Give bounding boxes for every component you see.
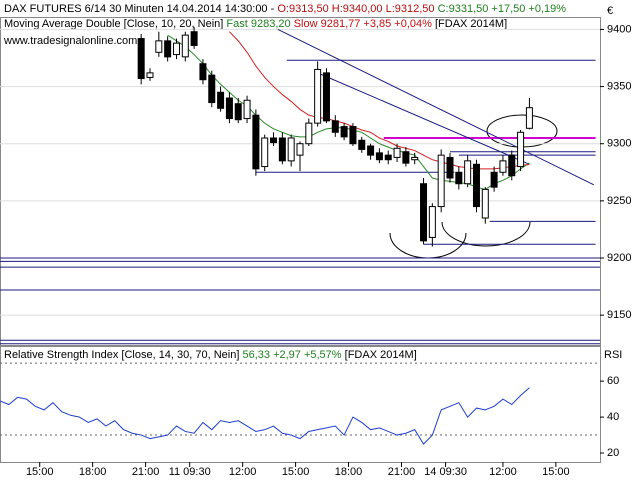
candle-body bbox=[217, 91, 225, 109]
title-part: DAX FUTURES 6/14 30 Minuten 14.04.2014 1… bbox=[4, 3, 275, 15]
x-tick-label: 18:00 bbox=[335, 466, 363, 478]
legend-entry: Fast bbox=[226, 18, 247, 30]
candle-body bbox=[375, 152, 383, 161]
ellipse-drawing bbox=[441, 221, 531, 247]
legend-value: 9283,20 bbox=[251, 18, 291, 30]
candle-body bbox=[349, 126, 357, 145]
y-tick-label: 20 bbox=[607, 447, 619, 459]
candle-body bbox=[146, 72, 154, 78]
candle-body bbox=[358, 139, 366, 150]
legend-entry: Slow bbox=[294, 18, 318, 30]
rsi-name: Relative Strength Index [Close, 14, 30, … bbox=[4, 349, 239, 361]
x-tick-label: 15:00 bbox=[282, 466, 310, 478]
x-tick-label: 11 09:30 bbox=[169, 466, 211, 478]
x-tick-label: 12:00 bbox=[229, 466, 257, 478]
candle-body bbox=[208, 74, 216, 104]
legend-source: [FDAX 2014M] bbox=[435, 18, 507, 30]
candle-body bbox=[137, 38, 145, 80]
y-tick-label: 9150 bbox=[607, 309, 631, 321]
y-tick-label: 9400 bbox=[607, 23, 631, 35]
candle-body bbox=[181, 34, 189, 58]
candle-body bbox=[367, 145, 375, 156]
candle-body bbox=[446, 156, 454, 179]
candle-body bbox=[490, 171, 498, 188]
candle-body bbox=[270, 137, 278, 144]
candle-body bbox=[499, 160, 507, 173]
y-tick-label: 9300 bbox=[607, 138, 631, 150]
rsi-value: 56,33 +2,97 +5,57% bbox=[242, 349, 341, 361]
x-tick-label: 14 09:30 bbox=[424, 466, 467, 478]
candle-body bbox=[411, 156, 419, 161]
candle-body bbox=[252, 114, 260, 170]
candle-body bbox=[278, 137, 286, 162]
candle-body bbox=[393, 147, 401, 158]
candle-body bbox=[305, 122, 313, 145]
candle-body bbox=[420, 183, 428, 242]
candle-body bbox=[225, 97, 233, 120]
x-tick-label: 15:00 bbox=[26, 466, 54, 478]
candle-body bbox=[464, 160, 472, 185]
candle-body bbox=[384, 154, 392, 161]
candle-body bbox=[287, 137, 295, 162]
candle-body bbox=[517, 131, 525, 168]
candle-body bbox=[481, 188, 489, 219]
candle-body bbox=[455, 171, 463, 185]
x-tick-label: 21:00 bbox=[132, 466, 160, 478]
rsi-source: [FDAX 2014M] bbox=[345, 349, 417, 361]
trend-line bbox=[317, 72, 530, 165]
indicator-name: Moving Average Double [Close, 10, 20, Ne… bbox=[4, 18, 223, 30]
title-part: C:9331,50 +17,50 +0,19% bbox=[438, 3, 567, 15]
candle-body bbox=[402, 151, 410, 164]
rsi-title: Relative Strength Index [Close, 14, 30, … bbox=[4, 349, 417, 361]
candle-body bbox=[322, 72, 330, 122]
candle-body bbox=[525, 107, 533, 129]
candle-body bbox=[190, 31, 198, 46]
trend-line bbox=[277, 28, 595, 186]
legend-value: 9281,77 +3,85 +0,04% bbox=[321, 18, 433, 30]
candle-body bbox=[428, 206, 436, 238]
rsi-axis-label: RSI bbox=[604, 349, 622, 361]
candle-body bbox=[340, 126, 348, 138]
candle-body bbox=[155, 40, 163, 53]
y-tick-label: 9200 bbox=[607, 252, 631, 264]
candle-body bbox=[199, 63, 207, 81]
indicator-legend: Moving Average Double [Close, 10, 20, Ne… bbox=[4, 18, 507, 30]
header-title: DAX FUTURES 6/14 30 Minuten 14.04.2014 1… bbox=[4, 3, 566, 15]
y-tick-label: 9250 bbox=[607, 195, 631, 207]
x-tick-label: 18:00 bbox=[79, 466, 107, 478]
x-tick-label: 15:00 bbox=[542, 466, 570, 478]
watermark: www.tradesignalonline.com bbox=[3, 35, 137, 47]
currency: € bbox=[607, 5, 613, 17]
candle-body bbox=[437, 154, 445, 208]
rsi-line bbox=[0, 387, 530, 445]
y-tick-label: 60 bbox=[607, 375, 619, 387]
title-part: O:9313,50 H:9340,00 L:9312,50 bbox=[277, 3, 434, 15]
candle-body bbox=[331, 120, 339, 133]
candle-body bbox=[234, 103, 242, 121]
candle-body bbox=[472, 163, 480, 208]
candle-body bbox=[296, 143, 304, 156]
candle-body bbox=[508, 154, 516, 177]
candle-body bbox=[164, 40, 172, 58]
rsi-panel bbox=[0, 346, 601, 463]
candle-body bbox=[243, 99, 251, 120]
y-tick-label: 9350 bbox=[607, 80, 631, 92]
candle-body bbox=[314, 68, 322, 124]
x-tick-label: 21:00 bbox=[388, 466, 416, 478]
x-tick-label: 12:00 bbox=[489, 466, 517, 478]
price-panel bbox=[0, 17, 601, 346]
candle-body bbox=[172, 42, 180, 56]
candle-body bbox=[261, 137, 269, 168]
y-tick-label: 40 bbox=[607, 411, 619, 423]
ma-line bbox=[167, 34, 530, 190]
